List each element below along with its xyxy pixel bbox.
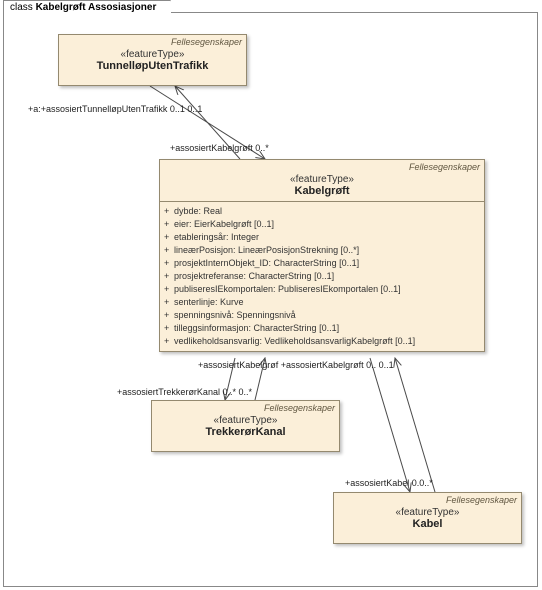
class-attributes: +dybde: Real+eier: EierKabelgrøft [0..1]… bbox=[160, 202, 484, 351]
attribute-row: +lineærPosisjon: LineærPosisjonStrekning… bbox=[164, 244, 480, 257]
class-name: TunnelløpUtenTrafikk bbox=[63, 60, 242, 72]
edge-label-kg-up: +assosiertKabelgrøft 0..* bbox=[170, 143, 269, 153]
fe-label: Fellesegenskaper bbox=[171, 37, 242, 47]
attribute-row: +eier: EierKabelgrøft [0..1] bbox=[164, 218, 480, 231]
edge-label-kg-down: +assosiertKabelgrøf +assosiertKabelgrøft… bbox=[198, 360, 394, 370]
class-kabel[interactable]: Fellesegenskaper «featureType» Kabel bbox=[333, 492, 522, 544]
diagram-title: Kabelgrøft Assosiasjoner bbox=[36, 2, 157, 13]
attribute-row: +senterlinje: Kurve bbox=[164, 296, 480, 309]
attribute-row: +spenningsnivå: Spenningsnivå bbox=[164, 309, 480, 322]
class-kabelgroft[interactable]: Fellesegenskaper «featureType» Kabelgrøf… bbox=[159, 159, 485, 352]
stereotype: «featureType» bbox=[164, 174, 480, 185]
fe-label: Fellesegenskaper bbox=[264, 403, 335, 413]
fe-label: Fellesegenskaper bbox=[409, 162, 480, 172]
class-name: Kabelgrøft bbox=[164, 185, 480, 197]
stereotype: «featureType» bbox=[338, 507, 517, 518]
class-name: Kabel bbox=[338, 518, 517, 530]
edge-label-tk: +assosiertTrekkerørKanal 0..* 0..* bbox=[117, 387, 252, 397]
diagram-title-tab: class Kabelgrøft Assosiasjoner bbox=[3, 0, 171, 15]
attribute-row: +prosjektreferanse: CharacterString [0..… bbox=[164, 270, 480, 283]
class-trekkeror[interactable]: Fellesegenskaper «featureType» Trekkerør… bbox=[151, 400, 340, 452]
class-name: TrekkerørKanal bbox=[156, 426, 335, 438]
diagram-title-prefix: class bbox=[10, 2, 36, 13]
edge-label-kabel: +assosiertKabel 0.0..* bbox=[345, 478, 433, 488]
attribute-row: +tilleggsinformasjon: CharacterString [0… bbox=[164, 322, 480, 335]
stereotype: «featureType» bbox=[63, 49, 242, 60]
edge-label-tut: +a:+assosiertTunnelløpUtenTrafikk 0..1 0… bbox=[28, 104, 202, 114]
attribute-row: +etableringsår: Integer bbox=[164, 231, 480, 244]
attribute-row: +prosjektInternObjekt_ID: CharacterStrin… bbox=[164, 257, 480, 270]
class-tunnellop[interactable]: Fellesegenskaper «featureType» Tunnelløp… bbox=[58, 34, 247, 86]
attribute-row: +dybde: Real bbox=[164, 205, 480, 218]
attribute-row: +publiseresIEkomportalen: PubliseresIEko… bbox=[164, 283, 480, 296]
stereotype: «featureType» bbox=[156, 415, 335, 426]
fe-label: Fellesegenskaper bbox=[446, 495, 517, 505]
attribute-row: +vedlikeholdsansvarlig: Vedlikeholdsansv… bbox=[164, 335, 480, 348]
